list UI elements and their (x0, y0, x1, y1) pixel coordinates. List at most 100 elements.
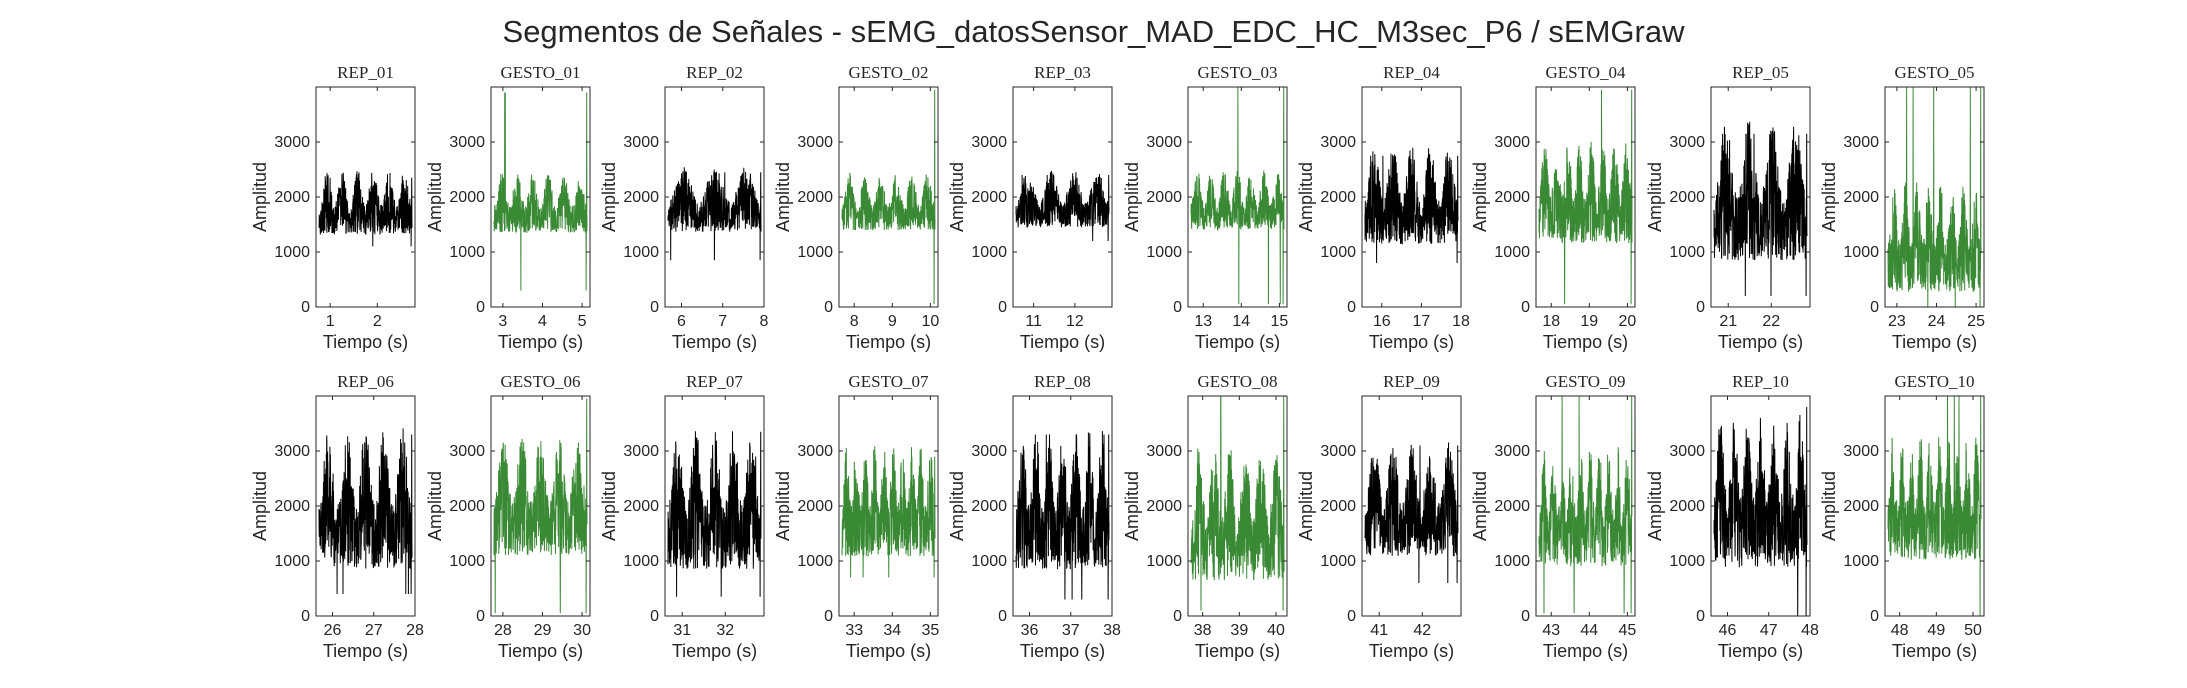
y-tick-label: 2000 (1320, 189, 1356, 206)
panel-rep-04: REP_04 0 1000 2000 3000 16 17 18 Tiempo (s) Ampli… (1296, 63, 1470, 352)
y-tick-label: 2000 (971, 189, 1007, 206)
y-tick-label: 3000 (449, 134, 485, 151)
x-tick-label: 18 (1452, 313, 1470, 330)
signal-trace (1015, 431, 1110, 600)
y-axis-label: Amplitud (250, 471, 270, 541)
y-tick-label: 3000 (1669, 443, 1705, 460)
x-axis-label: Tiempo (s) (1020, 641, 1105, 661)
y-tick-label: 3000 (971, 134, 1007, 151)
y-tick-label: 3000 (971, 443, 1007, 460)
y-tick-label: 0 (301, 299, 310, 316)
y-tick-label: 3000 (797, 134, 833, 151)
x-tick-label: 26 (324, 622, 342, 639)
y-tick-label: 2000 (971, 498, 1007, 515)
y-tick-label: 2000 (1494, 498, 1530, 515)
y-tick-label: 3000 (623, 443, 659, 460)
y-tick-label: 2000 (1843, 189, 1879, 206)
x-axis-label: Tiempo (s) (672, 332, 757, 352)
x-axis-label: Tiempo (s) (323, 332, 408, 352)
x-tick-label: 3 (498, 313, 507, 330)
x-tick-label: 4 (538, 313, 547, 330)
y-tick-label: 2000 (1146, 498, 1182, 515)
y-tick-label: 2000 (449, 189, 485, 206)
signal-trace (1015, 170, 1110, 242)
x-tick-label: 15 (1270, 313, 1288, 330)
x-tick-label: 2 (373, 313, 382, 330)
y-axis-label: Amplitud (947, 162, 967, 232)
x-tick-label: 20 (1618, 313, 1636, 330)
signal-trace (1713, 406, 1808, 616)
x-tick-label: 37 (1062, 622, 1080, 639)
panel-title: REP_07 (686, 372, 743, 391)
signal-trace (1190, 396, 1285, 611)
signal-trace (667, 431, 762, 597)
x-tick-label: 6 (677, 313, 686, 330)
x-tick-label: 9 (888, 313, 897, 330)
x-tick-label: 27 (365, 622, 383, 639)
x-tick-label: 36 (1021, 622, 1039, 639)
panel-title: GESTO_02 (849, 63, 929, 82)
y-axis-label: Amplitud (599, 162, 619, 232)
x-tick-label: 22 (1762, 313, 1780, 330)
y-tick-label: 2000 (1669, 498, 1705, 515)
y-tick-label: 2000 (1320, 498, 1356, 515)
y-tick-label: 1000 (1669, 553, 1705, 570)
y-tick-label: 2000 (797, 498, 833, 515)
y-tick-label: 2000 (449, 498, 485, 515)
panel-title: GESTO_05 (1895, 63, 1975, 82)
x-tick-label: 29 (534, 622, 552, 639)
x-axis-label: Tiempo (s) (1718, 641, 1803, 661)
x-axis-label: Tiempo (s) (498, 641, 583, 661)
panel-rep-03: REP_03 0 1000 2000 3000 11 12 Tiempo (s) Amplitu… (947, 63, 1113, 352)
signal-trace (1364, 147, 1459, 264)
x-tick-label: 18 (1542, 313, 1560, 330)
x-tick-label: 25 (1967, 313, 1985, 330)
x-tick-label: 32 (716, 622, 734, 639)
y-tick-label: 3000 (1146, 134, 1182, 151)
panel-title: REP_01 (337, 63, 394, 82)
signal-trace (493, 398, 588, 614)
x-tick-label: 23 (1888, 313, 1906, 330)
x-tick-label: 28 (494, 622, 512, 639)
y-tick-label: 1000 (1146, 244, 1182, 261)
panel-gesto-04: GESTO_04 0 1000 2000 3000 18 19 20 Tiempo (s) Amp… (1470, 63, 1636, 352)
y-axis-label: Amplitud (425, 471, 445, 541)
x-axis-label: Tiempo (s) (498, 332, 583, 352)
y-tick-label: 0 (824, 608, 833, 625)
x-tick-label: 19 (1580, 313, 1598, 330)
y-tick-label: 3000 (1320, 134, 1356, 151)
y-tick-label: 1000 (449, 553, 485, 570)
y-axis-label: Amplitud (1296, 162, 1316, 232)
panel-gesto-03: GESTO_03 0 1000 2000 3000 13 14 15 Tiempo (s) Amp… (1122, 63, 1288, 352)
panel-rep-01: REP_01 0 1000 2000 3000 1 2 Tiempo (s) Amplitud (250, 63, 416, 352)
x-axis-label: Tiempo (s) (1369, 332, 1454, 352)
x-tick-label: 48 (1801, 622, 1819, 639)
panel-title: GESTO_07 (849, 372, 929, 391)
y-tick-label: 1000 (1494, 244, 1530, 261)
y-tick-label: 0 (650, 299, 659, 316)
x-tick-label: 44 (1580, 622, 1598, 639)
signal-trace (841, 89, 936, 305)
panel-title: REP_04 (1383, 63, 1440, 82)
y-tick-label: 0 (998, 299, 1007, 316)
y-tick-label: 0 (650, 608, 659, 625)
y-tick-label: 1000 (797, 244, 833, 261)
x-axis-label: Tiempo (s) (1195, 332, 1280, 352)
y-tick-label: 1000 (1146, 553, 1182, 570)
x-axis-label: Tiempo (s) (1369, 641, 1454, 661)
panel-title: GESTO_10 (1895, 372, 1975, 391)
y-tick-label: 0 (476, 299, 485, 316)
panel-title: GESTO_03 (1198, 63, 1278, 82)
y-tick-label: 3000 (1146, 443, 1182, 460)
x-tick-label: 11 (1025, 313, 1042, 330)
y-axis-label: Amplitud (1645, 162, 1665, 232)
signal-trace (1887, 396, 1982, 616)
x-tick-label: 40 (1267, 622, 1285, 639)
panel-gesto-07: GESTO_07 0 1000 2000 3000 33 34 35 Tiempo (s) Amp… (773, 372, 939, 661)
x-tick-label: 46 (1719, 622, 1737, 639)
signal-trace (1190, 87, 1285, 305)
y-axis-label: Amplitud (425, 162, 445, 232)
panel-rep-08: REP_08 0 1000 2000 3000 36 37 38 Tiempo (s) Ampli… (947, 372, 1121, 661)
panel-rep-07: REP_07 0 1000 2000 3000 31 32 Tiempo (s) Amplitu… (599, 372, 765, 661)
x-tick-label: 21 (1719, 313, 1737, 330)
